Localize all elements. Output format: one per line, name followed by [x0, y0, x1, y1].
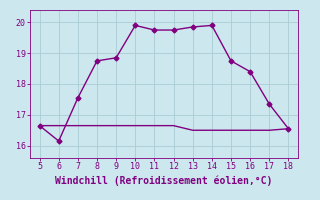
X-axis label: Windchill (Refroidissement éolien,°C): Windchill (Refroidissement éolien,°C) [55, 175, 273, 186]
